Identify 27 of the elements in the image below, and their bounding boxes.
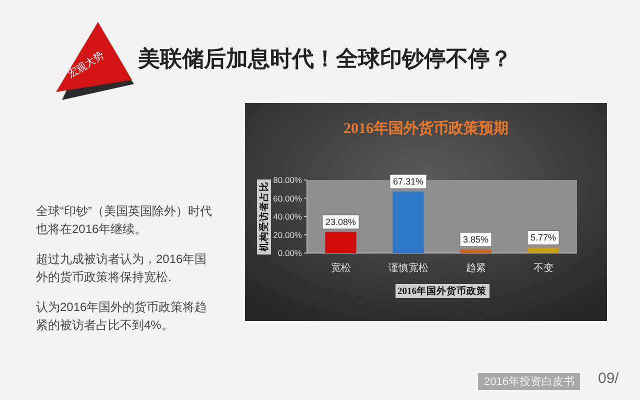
text: 超过九成被访者认为，2016年国外的货币政策将保持宽松. xyxy=(36,251,208,286)
y-tick-label: 80.00% xyxy=(273,175,302,185)
x-axis-title: 2016年国外货币政策 xyxy=(398,285,488,297)
x-tick-label: 宽松 xyxy=(330,262,351,274)
text: 美联储后加息时代！全球印钞停不停？ xyxy=(138,45,512,73)
y-tick-label: 0.00% xyxy=(278,248,302,258)
text: 认为2016年国外的货币政策将趋紧的被访者占比不到4%。 xyxy=(36,299,208,334)
y-tick-label: 40.00% xyxy=(273,212,302,222)
data-label: 5.77% xyxy=(530,232,556,243)
bar xyxy=(460,249,492,253)
text: 宏观大势 xyxy=(65,49,107,82)
y-tick-label: 60.00% xyxy=(273,193,302,204)
text: 全球“印钞”（美国英国除外）时代也将在2016年继续。 xyxy=(36,203,213,238)
text: 09/ xyxy=(598,370,619,387)
bar xyxy=(392,192,424,253)
chart-title: 2016年国外货币政策预期 xyxy=(344,120,508,137)
data-label: 23.08% xyxy=(325,216,356,227)
y-tick-label: 20.00% xyxy=(273,230,302,240)
x-tick-label: 不变 xyxy=(533,262,554,274)
bar xyxy=(325,232,356,253)
x-tick-label: 趋紧 xyxy=(466,262,486,274)
data-label: 3.85% xyxy=(462,234,489,244)
data-label: 67.31% xyxy=(392,176,424,187)
bar xyxy=(528,248,559,253)
text: 2016年投资白皮书 xyxy=(478,373,580,390)
x-tick-label: 谨慎宽松 xyxy=(388,262,428,274)
y-axis-title: 机构受访者占比 xyxy=(258,182,270,252)
